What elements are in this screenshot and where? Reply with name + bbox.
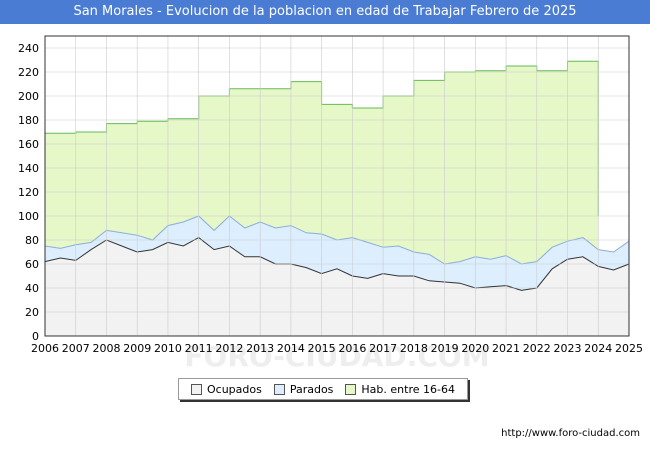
x-tick-label-12: 2018 [400,342,428,355]
x-tick-label-3: 2009 [123,342,151,355]
chart-legend: Ocupados Parados Hab. entre 16-64 [178,378,468,400]
y-tick-label-8: 160 [18,138,39,151]
y-tick-label-3: 60 [25,258,39,271]
series-ocupados-line [44,237,630,291]
x-tick-label-14: 2020 [461,342,489,355]
legend-label-ocupados: Ocupados [206,382,262,396]
chart-svg: FORO-CIUDAD.COM 0 20 40 60 80 100 120 140 160 180 2… [18,35,643,373]
x-tick-label-6: 2012 [215,342,243,355]
x-tick-label-13: 2019 [431,342,459,355]
x-tick-label-7: 2013 [246,342,274,355]
y-tick-label-2: 40 [25,282,39,295]
y-tick-label-0: 0 [32,330,39,343]
watermark: FORO-CIUDAD.COM [184,340,489,373]
y-tick-label-12: 240 [18,42,39,55]
legend-swatch-ocupados [190,383,202,395]
x-tick-label-8: 2014 [277,342,305,355]
source-link[interactable]: http://www.foro-ciudad.com [501,428,640,439]
y-tick-label-1: 20 [25,306,39,319]
y-tick-label-11: 220 [18,66,39,79]
x-tick-label-2: 2008 [92,342,120,355]
x-tick-label-19: 2025 [615,342,643,355]
plot-border [44,35,630,337]
x-tick-label-5: 2011 [185,342,213,355]
legend-label-parados: Parados [289,382,334,396]
y-tick-label-7: 140 [18,162,39,175]
legend-item-ocupados: Ocupados [190,382,262,396]
x-tick-label-1: 2007 [62,342,90,355]
legend-item-hab: Hab. entre 16-64 [345,383,455,396]
x-tick-label-10: 2016 [338,342,366,355]
x-tick-label-0: 2006 [31,342,59,355]
legend-label-hab: Hab. entre 16-64 [361,382,455,396]
x-tick-label-11: 2017 [369,342,397,355]
x-tick-label-15: 2021 [492,342,520,355]
x-tick-label-16: 2022 [523,342,551,355]
x-tick-label-9: 2015 [308,342,336,355]
legend-swatch-hab [345,383,357,395]
y-tick-label-5: 100 [18,210,39,223]
legend-item-parados: Parados [273,382,334,396]
series-ocupados-area [45,237,629,336]
y-tick-label-9: 180 [18,114,39,127]
y-tick-label-4: 80 [25,234,39,247]
chart-title: San Morales - Evolucion de la poblacion … [0,0,650,24]
x-tick-label-18: 2024 [584,342,612,355]
y-tick-label-10: 200 [18,90,39,103]
x-tick-label-17: 2023 [554,342,582,355]
y-tick-label-6: 120 [18,186,39,199]
legend-swatch-parados [273,383,285,395]
x-tick-label-4: 2010 [154,342,182,355]
